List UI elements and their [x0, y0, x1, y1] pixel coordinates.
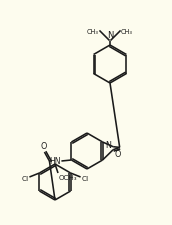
- Text: O: O: [114, 149, 121, 158]
- Text: CH₃: CH₃: [87, 29, 99, 35]
- Text: OCH₃: OCH₃: [59, 174, 78, 180]
- Text: O: O: [40, 141, 47, 150]
- Text: Cl: Cl: [82, 175, 89, 181]
- Text: HN: HN: [49, 157, 60, 166]
- Text: CH₃: CH₃: [121, 29, 133, 35]
- Text: N: N: [105, 140, 111, 149]
- Text: N: N: [107, 31, 113, 40]
- Text: Cl: Cl: [21, 175, 28, 181]
